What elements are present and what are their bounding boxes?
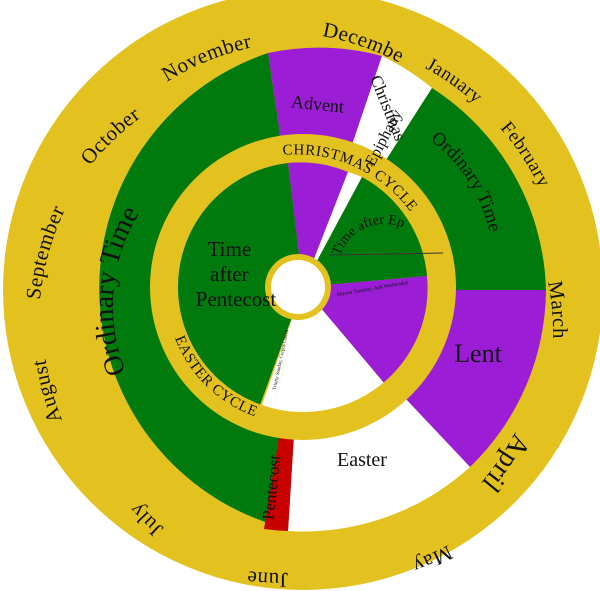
inner-time-after-epiphany [303, 177, 427, 287]
label-time-after-pentecost: Time after Pentecost [196, 237, 277, 311]
label-easter: Easter [337, 449, 387, 471]
hub-center [271, 260, 325, 314]
inner-shrove-ash [303, 276, 428, 383]
month-label-june: June [246, 566, 289, 591]
inner-time-after-pentecost [176, 163, 303, 405]
cycle-divider [329, 252, 444, 256]
inner-rim [164, 148, 442, 426]
inner-season-disc [176, 162, 428, 413]
inner-christmas [303, 172, 362, 287]
label-lent: Lent [454, 339, 502, 368]
